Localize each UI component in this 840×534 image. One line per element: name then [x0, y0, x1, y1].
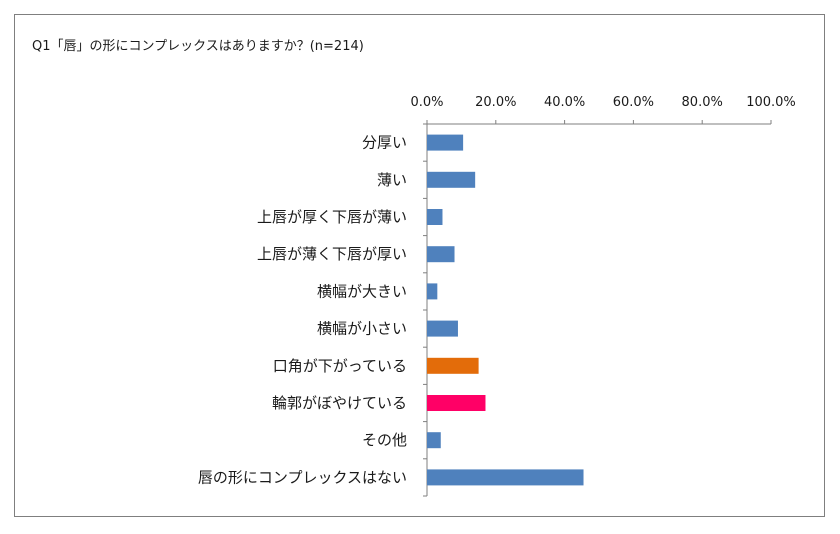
- category-label: 横幅が大きい: [317, 282, 407, 300]
- bar: [427, 209, 443, 225]
- category-label: 分厚い: [362, 134, 407, 152]
- x-tick-label: 20.0%: [475, 95, 516, 110]
- x-tick-label: 40.0%: [544, 95, 585, 110]
- category-label: その他: [362, 431, 407, 449]
- bar: [427, 246, 455, 263]
- bar: [427, 469, 584, 486]
- category-label-layer: 分厚い薄い上唇が厚く下唇が薄い上唇が薄く下唇が厚い横幅が大きい横幅が小さい口角が…: [198, 134, 407, 487]
- axis-layer: 0.0% 20.0% 40.0% 60.0% 80.0% 100.0%: [410, 95, 796, 497]
- x-tick-label: 60.0%: [613, 95, 654, 110]
- bar: [427, 357, 479, 374]
- category-label: 横幅が小さい: [317, 320, 407, 338]
- category-label: 輪郭がぼやけている: [272, 394, 407, 412]
- chart-frame: [14, 14, 825, 517]
- category-label: 上唇が薄く下唇が厚い: [257, 245, 407, 263]
- x-tick-label: 100.0%: [746, 95, 796, 110]
- category-label: 上唇が厚く下唇が薄い: [257, 208, 407, 226]
- bar: [427, 395, 486, 411]
- category-label: 口角が下がっている: [273, 357, 407, 375]
- bar: [427, 171, 476, 188]
- bar-layer: [427, 134, 584, 486]
- x-tick-label: 80.0%: [682, 95, 723, 110]
- x-tick-label: 0.0%: [410, 95, 443, 110]
- chart-title: Q1「唇」の形にコンプレックスはありますか？(n=214): [32, 39, 364, 54]
- category-label: 唇の形にコンプレックスはない: [198, 468, 407, 486]
- bar: [427, 283, 438, 300]
- bar: [427, 134, 464, 151]
- bar: [427, 432, 441, 449]
- bar: [427, 320, 458, 337]
- category-label: 薄い: [377, 171, 407, 189]
